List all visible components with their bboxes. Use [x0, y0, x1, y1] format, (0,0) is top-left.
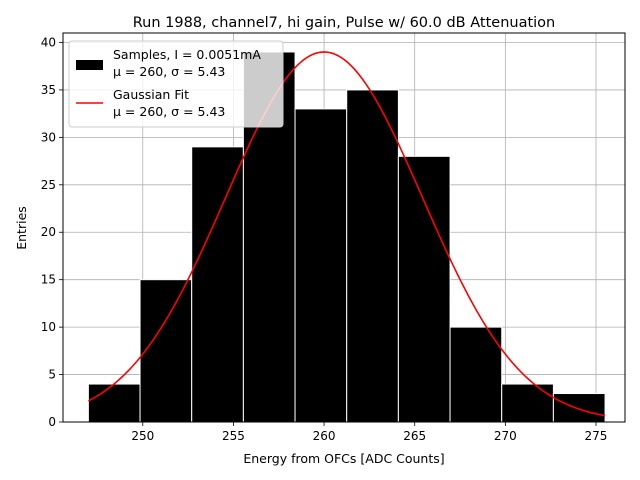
y-tick-label: 0 — [48, 415, 56, 429]
gaussian-fit-curve — [88, 51, 606, 417]
legend-stats-fit: μ = 260, σ = 5.43 — [113, 104, 225, 119]
legend-label-fit: Gaussian Fit — [113, 87, 189, 102]
histogram-bar — [552, 393, 606, 423]
y-tick-label: 10 — [41, 320, 56, 334]
x-tick-label: 255 — [222, 429, 245, 443]
y-tick-label: 40 — [41, 35, 56, 49]
legend: Samples, I = 0.0051mA μ = 260, σ = 5.43 … — [68, 40, 284, 128]
y-tick-label: 5 — [48, 368, 56, 382]
y-tick-label: 20 — [41, 225, 56, 239]
histogram-bar — [346, 89, 399, 423]
histogram-bar — [191, 146, 244, 423]
legend-box — [68, 40, 284, 128]
x-tick-label: 265 — [403, 429, 426, 443]
x-tick-label: 250 — [131, 429, 154, 443]
legend-stats-samples: μ = 260, σ = 5.43 — [113, 64, 225, 79]
axis-ticks: 250 255 260 265 270 275 0 5 10 15 20 25 30 35 40 — [41, 35, 608, 443]
y-tick-label: 15 — [41, 273, 56, 287]
plot-frame — [62, 32, 626, 423]
y-axis-label: Entries — [14, 206, 29, 250]
histogram-bar — [501, 383, 554, 423]
y-tick-label: 35 — [41, 83, 56, 97]
x-tick-label: 270 — [494, 429, 517, 443]
histogram-bar — [87, 383, 141, 423]
legend-swatch-samples — [76, 60, 103, 70]
histogram-bar — [397, 155, 451, 423]
legend-label-samples: Samples, I = 0.0051mA — [113, 47, 261, 62]
y-tick-label: 25 — [41, 178, 56, 192]
x-axis-label: Energy from OFCs [ADC Counts] — [243, 451, 444, 466]
histogram-bar — [449, 326, 503, 423]
x-tick-label: 275 — [585, 429, 608, 443]
histogram-bar — [139, 279, 193, 423]
histogram-bar — [294, 108, 348, 423]
chart-title: Run 1988, channel7, hi gain, Pulse w/ 60… — [133, 15, 556, 31]
y-tick-label: 30 — [41, 130, 56, 144]
histogram-bars — [87, 51, 606, 423]
x-tick-label: 260 — [313, 429, 336, 443]
